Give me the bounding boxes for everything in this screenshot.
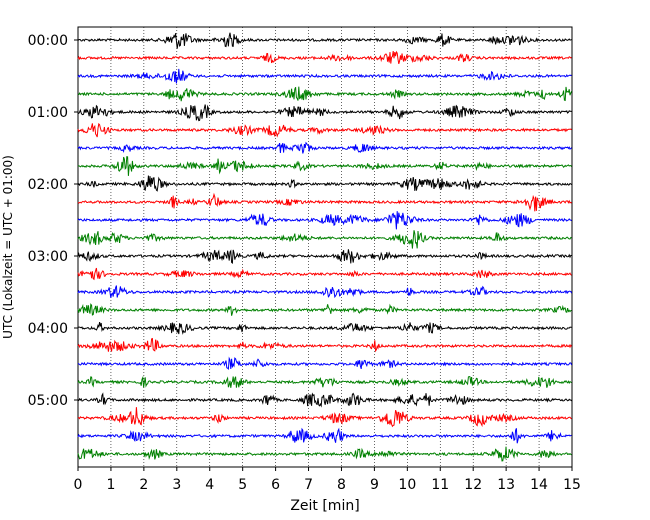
y-tick-label: 03:00 xyxy=(28,249,68,265)
x-tick-label: 6 xyxy=(271,477,280,493)
x-tick-label: 3 xyxy=(172,477,181,493)
seismic-trace xyxy=(77,104,572,122)
x-axis-ticks: 0 1 2 3 4 5 6 7 8 9 10 11 12 13 14 15 xyxy=(74,467,581,493)
x-tick-label: 10 xyxy=(398,477,416,493)
x-tick-label: 12 xyxy=(464,477,482,493)
plot-frame xyxy=(77,26,573,468)
x-tick-label: 15 xyxy=(563,477,581,493)
y-axis-label: UTC (Lokalzeit = UTC + 01:00) xyxy=(1,155,15,339)
x-axis-label: Zeit [min] xyxy=(290,498,359,514)
seismic-traces xyxy=(77,32,573,462)
seismic-trace xyxy=(77,68,572,84)
seismic-trace xyxy=(78,407,572,428)
seismic-trace xyxy=(77,303,572,316)
seismic-trace xyxy=(77,156,573,176)
seismic-trace xyxy=(77,141,572,154)
seismic-trace xyxy=(77,427,572,444)
seismic-trace xyxy=(77,375,572,388)
y-tick-label: 05:00 xyxy=(28,393,68,409)
x-tick-label: 14 xyxy=(530,477,548,493)
x-tick-label: 2 xyxy=(139,477,148,493)
seismic-trace xyxy=(77,192,572,212)
seismic-trace xyxy=(77,337,573,353)
x-tick-label: 7 xyxy=(304,477,313,493)
vertical-gridlines xyxy=(110,27,540,467)
y-axis-ticks: 00:00 01:00 02:00 03:00 04:00 05:00 xyxy=(28,33,78,409)
x-tick-label: 11 xyxy=(431,477,449,493)
x-tick-label: 9 xyxy=(370,477,379,493)
seismic-trace xyxy=(77,267,572,281)
seismic-trace xyxy=(77,285,573,299)
y-tick-label: 04:00 xyxy=(28,321,68,337)
seismic-trace xyxy=(77,32,572,49)
x-tick-label: 1 xyxy=(106,477,115,493)
seismic-trace xyxy=(77,392,573,408)
x-tick-label: 13 xyxy=(497,477,515,493)
seismic-trace xyxy=(77,122,572,138)
x-tick-label: 4 xyxy=(205,477,214,493)
seismic-trace xyxy=(77,356,573,371)
seismic-trace xyxy=(77,50,572,65)
seismic-trace xyxy=(77,211,572,230)
seismic-trace xyxy=(77,249,572,264)
seismic-trace xyxy=(77,446,572,462)
seismic-trace xyxy=(77,230,572,249)
seismic-trace xyxy=(77,175,572,192)
y-tick-label: 01:00 xyxy=(28,105,68,121)
x-tick-label: 8 xyxy=(337,477,346,493)
x-tick-label: 5 xyxy=(238,477,247,493)
x-tick-label: 0 xyxy=(74,477,83,493)
seismic-trace xyxy=(77,86,573,102)
y-tick-label: 00:00 xyxy=(28,33,68,49)
y-tick-label: 02:00 xyxy=(28,177,68,193)
seismic-trace xyxy=(77,322,572,335)
